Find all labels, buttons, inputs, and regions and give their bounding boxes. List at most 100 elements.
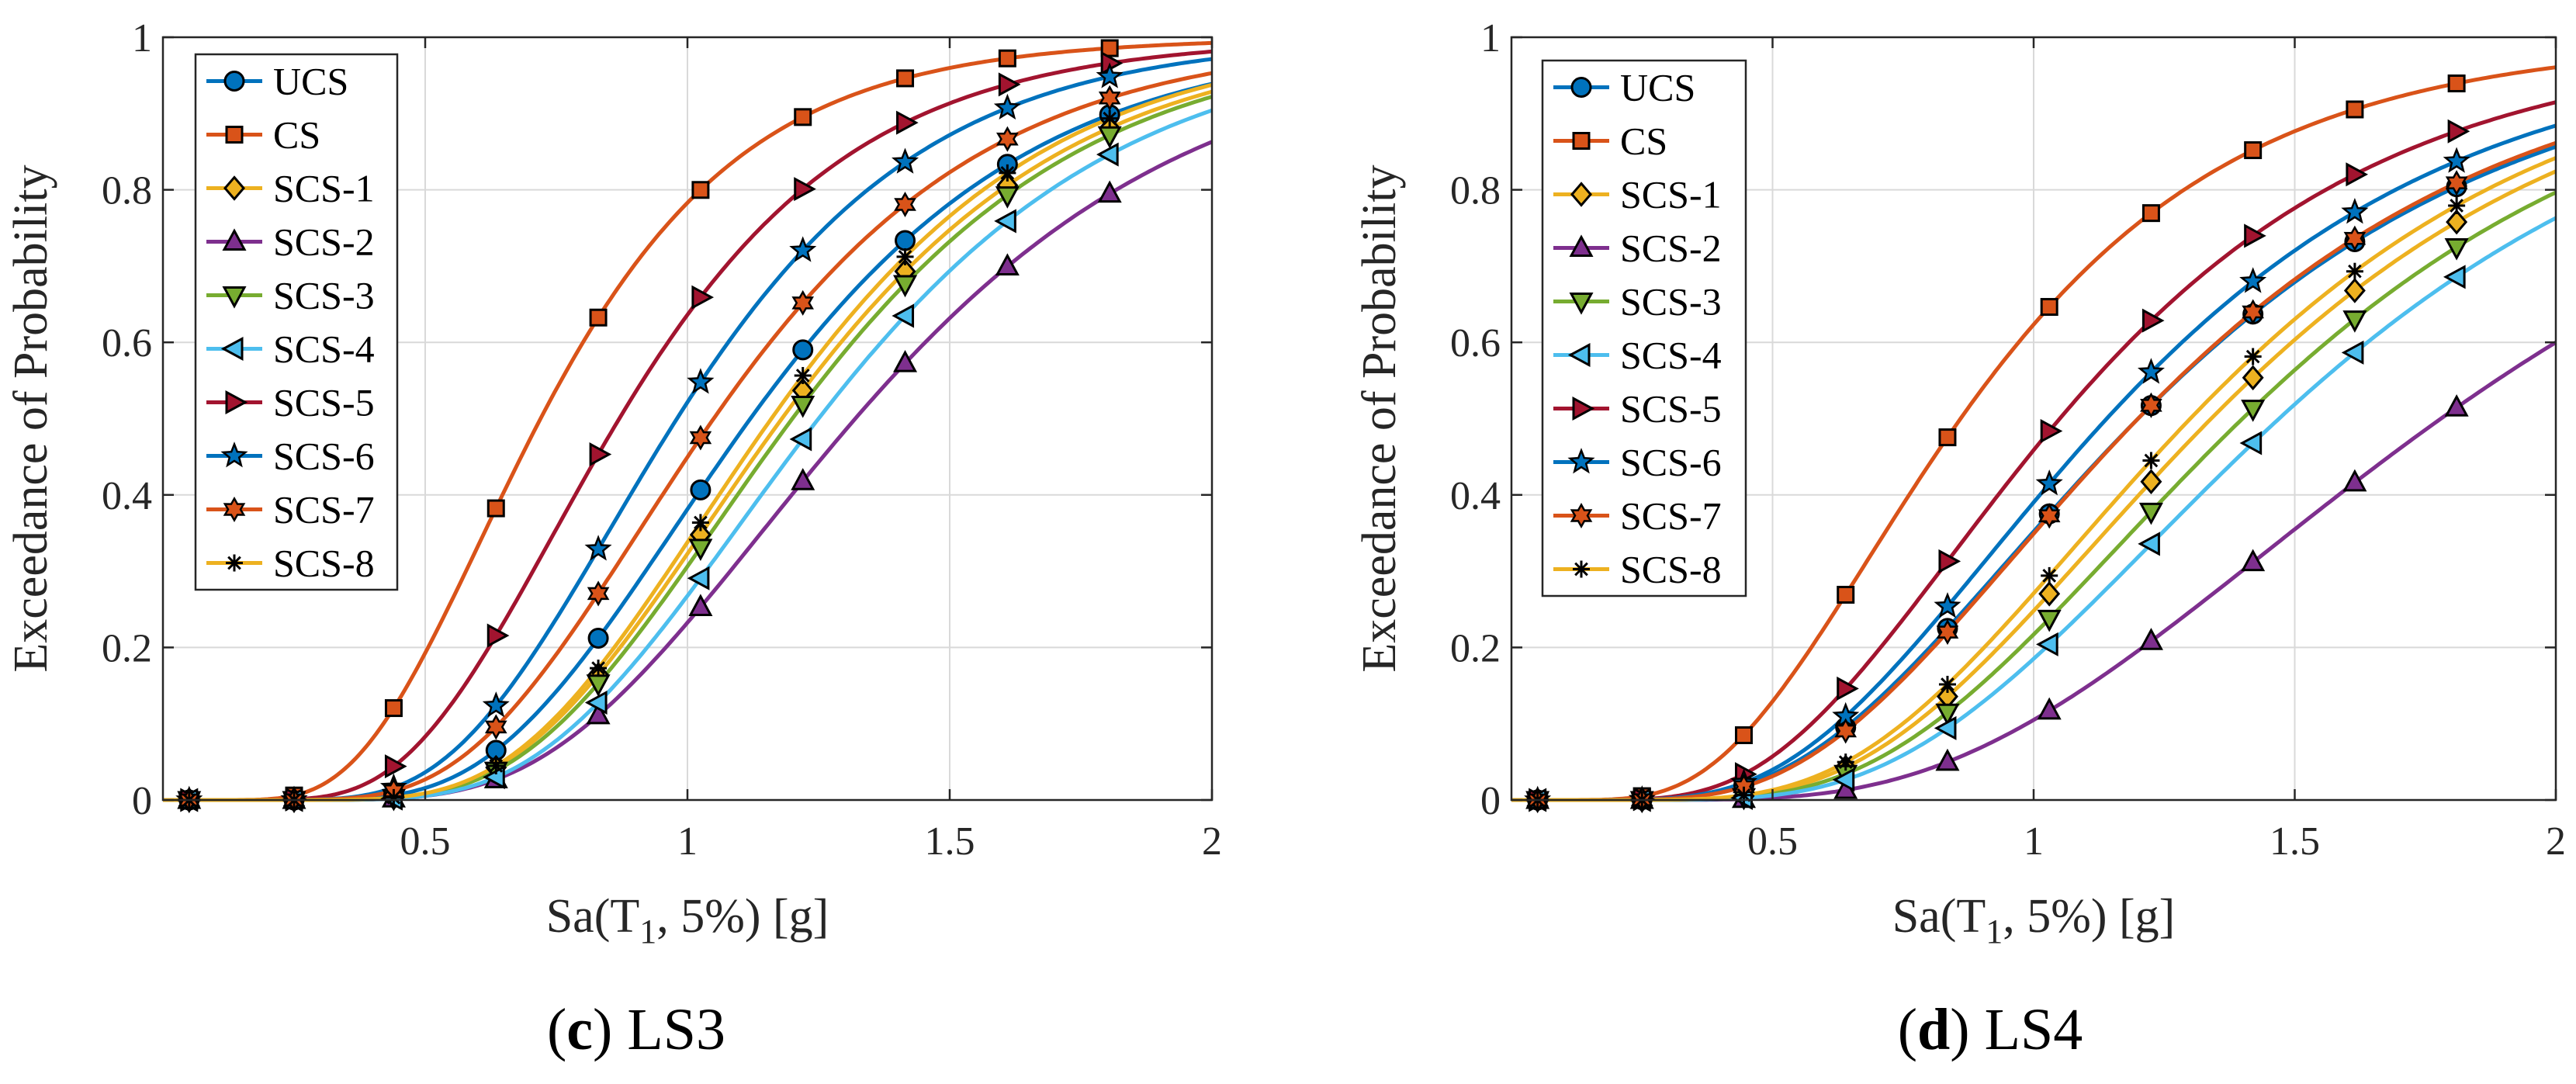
data-point-cs (384, 699, 403, 718)
y-tick-label: 0.2 (102, 626, 152, 670)
data-point-scs-8 (2244, 348, 2262, 365)
data-point-scs-7 (484, 714, 507, 740)
legend-item: CS (1553, 119, 1667, 163)
legend-item: SCS-8 (206, 542, 375, 585)
data-point-cs (486, 499, 505, 518)
data-point-scs-7 (2038, 503, 2061, 529)
y-tick-label: 0 (132, 779, 152, 823)
data-point-scs-8 (2346, 262, 2363, 280)
data-point-scs-8 (2041, 566, 2058, 584)
data-point-scs-4 (2138, 532, 2160, 556)
data-point-scs-5 (2447, 119, 2470, 144)
data-point-scs-5 (1938, 549, 1961, 573)
series-line-scs-5 (163, 49, 1213, 802)
legend-marker (225, 126, 244, 144)
data-point-scs-1 (2038, 580, 2061, 607)
asterisk-stroke (591, 661, 605, 675)
data-point-scs-7 (2445, 170, 2468, 196)
asterisk-stroke (1103, 111, 1117, 126)
data-point-scs-5 (998, 72, 1021, 97)
data-point-scs-8 (2448, 196, 2466, 214)
legend-label: SCS-6 (1620, 441, 1722, 484)
data-point-cs (691, 181, 710, 199)
asterisk-stroke (795, 369, 810, 383)
data-point-cs (1100, 39, 1119, 57)
data-point-scs-8 (1101, 109, 1119, 127)
legend-item: UCS (206, 60, 348, 103)
data-point-scs-6 (2239, 267, 2267, 293)
data-point-scs-5 (384, 754, 407, 779)
x-tick-label: 1.5 (2270, 819, 2320, 864)
legend-item: SCS-4 (206, 327, 375, 371)
data-point-scs-3 (995, 186, 1020, 209)
legend-item: SCS-5 (1553, 387, 1722, 431)
legend-label: SCS-3 (1620, 280, 1722, 324)
data-point-scs-6 (2341, 197, 2369, 224)
data-point-scs-2 (2241, 549, 2266, 572)
legend-label: SCS-4 (273, 327, 375, 371)
data-point-scs-1 (2343, 278, 2366, 303)
data-point-cs (589, 308, 608, 327)
data-point-scs-1 (2140, 469, 2162, 495)
legend-label: SCS-2 (1620, 227, 1722, 270)
legend-marker (223, 496, 246, 523)
legend-marker (222, 286, 247, 309)
legend-item: SCS-8 (1553, 548, 1722, 591)
x-tick-label: 0.5 (1747, 819, 1798, 864)
asterisk-stroke (1000, 166, 1015, 180)
legend-marker (1572, 132, 1591, 150)
data-point-scs-5 (2346, 162, 2369, 187)
data-point-scs-4 (483, 765, 505, 790)
legend-label: SCS-6 (273, 435, 375, 478)
data-point-scs-4 (584, 690, 608, 715)
data-point-scs-3 (2444, 237, 2469, 261)
legend-marker (1569, 293, 1594, 315)
data-point-ucs (792, 339, 814, 361)
data-point-scs-6 (584, 535, 612, 561)
legend-marker (1570, 182, 1592, 207)
data-point-scs-5 (589, 442, 612, 467)
data-point-scs-3 (1935, 703, 1960, 726)
legend-label: SCS-2 (273, 220, 375, 264)
data-point-scs-8 (385, 788, 403, 806)
data-point-scs-8 (1938, 675, 1956, 693)
data-point-scs-4 (1832, 767, 1855, 792)
legend-marker (1567, 342, 1591, 368)
data-point-scs-5 (1837, 676, 1859, 701)
y-tick-label: 0.4 (102, 474, 152, 518)
legend-marker (220, 336, 244, 362)
data-point-scs-6 (892, 147, 919, 174)
asterisk-stroke (1838, 755, 1853, 770)
data-point-scs-4 (2443, 265, 2466, 289)
data-point-cs (2447, 74, 2466, 93)
data-point-scs-6 (993, 93, 1021, 120)
data-point-scs-8 (691, 514, 709, 532)
data-point-cs (896, 69, 915, 88)
asterisk-stroke (227, 556, 241, 570)
series-markers (1524, 74, 2470, 814)
data-point-scs-3 (1097, 126, 1122, 149)
legend: UCS CS SCS-1 SCS-2 SCS-3 SCS-4 SCS-5 SCS-6 SCS-7… (1541, 59, 1747, 597)
data-point-scs-2 (2037, 697, 2062, 720)
legend-marker (225, 390, 248, 415)
data-point-scs-6 (2035, 469, 2063, 496)
legend-label: SCS-5 (1620, 387, 1722, 431)
legend-label: SCS-3 (273, 274, 375, 317)
data-point-scs-6 (687, 368, 715, 394)
data-point-scs-4 (687, 566, 710, 590)
data-point-scs-8 (1837, 753, 1854, 771)
data-point-scs-2 (2138, 628, 2163, 650)
legend-item: SCS-3 (1553, 280, 1722, 324)
legend-label: CS (273, 113, 320, 157)
legend-label: SCS-4 (1620, 334, 1722, 377)
data-point-scs-3 (2138, 502, 2163, 525)
data-point-scs-5 (691, 285, 715, 310)
data-point-scs-7 (2242, 299, 2264, 325)
legend-marker (223, 175, 245, 201)
y-tick-label: 1 (1480, 16, 1501, 61)
panel-caption: (c) LS3 (547, 997, 725, 1062)
x-axis-label: Sa(T1, 5%) [g] (546, 890, 829, 951)
data-point-scs-5 (2040, 419, 2063, 444)
data-point-cs (1837, 585, 1855, 604)
data-point-scs-7 (689, 424, 712, 451)
